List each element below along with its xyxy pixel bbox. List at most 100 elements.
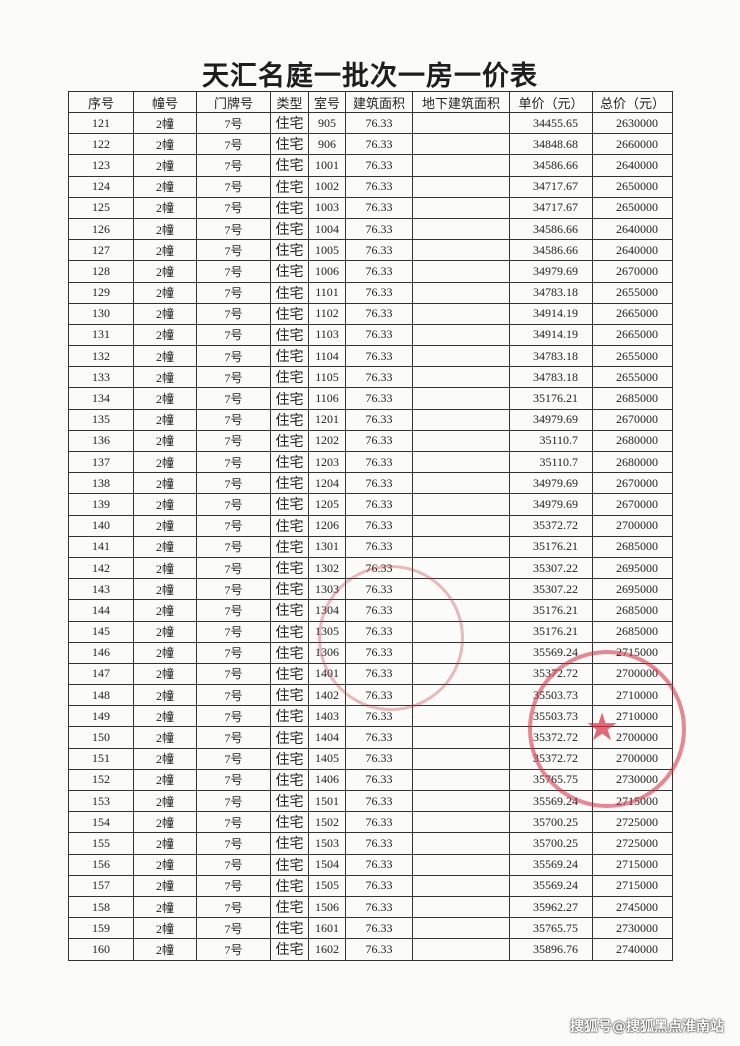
col-building-cell: 2幢 <box>133 917 197 940</box>
col-room-cell: 1004 <box>308 217 346 241</box>
col-type-cell: 住宅 <box>270 832 309 855</box>
col-building-cell: 2幢 <box>133 578 197 601</box>
col-area-cell: 76.33 <box>345 196 413 219</box>
col-total-price-cell: 2655000 <box>592 345 673 368</box>
col-total-price-cell: 2715000 <box>592 853 673 876</box>
col-door-cell: 7号 <box>196 853 271 876</box>
col-building-cell: 2幢 <box>133 239 197 262</box>
col-room-cell: 1303 <box>308 578 346 601</box>
col-type-cell: 住宅 <box>270 662 309 686</box>
col-building-cell: 2幢 <box>133 154 197 177</box>
col-type-cell: 住宅 <box>270 747 309 770</box>
col-type-cell: 住宅 <box>270 175 309 198</box>
col-area-cell: 76.33 <box>345 641 413 664</box>
table-row: 148 2幢 7号 住宅 1402 76.33 35503.73 2710000 <box>68 684 673 707</box>
col-unit-price-cell: 34717.67 <box>509 175 593 198</box>
col-index-cell: 140 <box>68 514 134 537</box>
col-underground-area-cell <box>412 196 510 219</box>
col-area-cell: 76.33 <box>345 408 413 431</box>
col-door-cell: 7号 <box>196 111 271 135</box>
col-room-cell: 1103 <box>308 323 346 347</box>
col-underground-area-cell <box>412 154 510 177</box>
col-area-cell: 76.33 <box>345 578 413 601</box>
col-index-cell: 157 <box>68 874 134 897</box>
col-door-cell: 7号 <box>196 811 271 834</box>
col-type-cell: 住宅 <box>270 472 309 495</box>
col-door-cell: 7号 <box>196 408 271 431</box>
col-underground-area-cell <box>412 239 510 262</box>
col-total-price-cell: 2665000 <box>592 323 673 347</box>
col-index-cell: 151 <box>68 747 134 770</box>
col-total-price-cell: 2700000 <box>592 726 673 749</box>
col-room-cell: 906 <box>308 133 346 156</box>
col-total-price-cell: 2700000 <box>592 662 673 686</box>
col-total-price-cell: 2715000 <box>592 641 673 664</box>
col-type-cell: 住宅 <box>270 154 309 177</box>
col-door-cell: 7号 <box>196 938 271 961</box>
col-room-cell: 1506 <box>308 895 346 919</box>
col-underground-area-cell <box>412 133 510 156</box>
col-room-cell: 1305 <box>308 620 346 643</box>
col-unit-price-cell: 34979.69 <box>509 493 593 516</box>
col-door-cell: 7号 <box>196 832 271 855</box>
col-total-price-cell: 2685000 <box>592 535 673 558</box>
col-underground-area-cell <box>412 620 510 643</box>
col-area-cell: 76.33 <box>345 895 413 919</box>
col-door-cell: 7号 <box>196 620 271 643</box>
col-total-price-cell: 2745000 <box>592 895 673 919</box>
col-building-cell: 2幢 <box>133 408 197 431</box>
table-row: 127 2幢 7号 住宅 1005 76.33 34586.66 2640000 <box>68 239 673 262</box>
col-room-cell: 1306 <box>308 641 346 664</box>
col-door-cell: 7号 <box>196 472 271 495</box>
col-total-price-cell: 2670000 <box>592 260 673 283</box>
col-room-cell: 1003 <box>308 196 346 219</box>
col-underground-area-cell <box>412 726 510 749</box>
table-row: 138 2幢 7号 住宅 1204 76.33 34979.69 2670000 <box>68 472 673 495</box>
table-row: 156 2幢 7号 住宅 1504 76.33 35569.24 2715000 <box>68 853 673 876</box>
col-room-cell: 1302 <box>308 556 346 580</box>
col-room-cell: 1106 <box>308 387 346 410</box>
col-underground-area-cell <box>412 832 510 855</box>
col-building-cell: 2幢 <box>133 535 197 558</box>
col-area-cell: 76.33 <box>345 768 413 792</box>
col-index-cell: 148 <box>68 684 134 707</box>
col-building-cell: 2幢 <box>133 345 197 368</box>
col-total-price-cell: 2650000 <box>592 175 673 198</box>
col-building-cell: 2幢 <box>133 366 197 389</box>
col-door-cell: 7号 <box>196 450 271 474</box>
col-building-cell: 2幢 <box>133 662 197 686</box>
col-index-cell: 130 <box>68 302 134 325</box>
table-row: 144 2幢 7号 住宅 1304 76.33 35176.21 2685000 <box>68 599 673 622</box>
col-total-price-cell: 2685000 <box>592 599 673 622</box>
col-total-price-cell: 2640000 <box>592 154 673 177</box>
col-type-cell: 住宅 <box>270 387 309 410</box>
col-unit-price-cell: 34586.66 <box>509 154 593 177</box>
col-underground-area-cell <box>412 408 510 431</box>
col-building-cell: 2幢 <box>133 133 197 156</box>
col-underground-area-cell <box>412 323 510 347</box>
col-room-cell: 1304 <box>308 599 346 622</box>
col-area-cell: 76.33 <box>345 239 413 262</box>
col-type-cell: 住宅 <box>270 853 309 876</box>
col-room-cell: 1005 <box>308 239 346 262</box>
col-building-cell: 2幢 <box>133 217 197 241</box>
col-index-cell: 141 <box>68 535 134 558</box>
col-underground-area-cell <box>412 895 510 919</box>
col-index-cell: 122 <box>68 133 134 156</box>
col-unit-price-cell: 35569.24 <box>509 853 593 876</box>
col-area-cell: 76.33 <box>345 217 413 241</box>
col-index-cell: 147 <box>68 662 134 686</box>
col-area-cell: 76.33 <box>345 853 413 876</box>
table-row: 151 2幢 7号 住宅 1405 76.33 35372.72 2700000 <box>68 747 673 770</box>
col-type-cell: 住宅 <box>270 323 309 347</box>
col-unit-price-cell: 35700.25 <box>509 832 593 855</box>
col-door-cell: 7号 <box>196 154 271 177</box>
col-area-cell: 76.33 <box>345 387 413 410</box>
col-type-cell: 住宅 <box>270 789 309 813</box>
col-area-cell: 76.33 <box>345 747 413 770</box>
col-type-cell: 住宅 <box>270 917 309 940</box>
table-row: 121 2幢 7号 住宅 905 76.33 34455.65 2630000 <box>68 111 673 135</box>
col-total-price-cell: 2725000 <box>592 811 673 834</box>
col-total-price-cell: 2655000 <box>592 281 673 304</box>
col-underground-area-cell <box>412 302 510 325</box>
